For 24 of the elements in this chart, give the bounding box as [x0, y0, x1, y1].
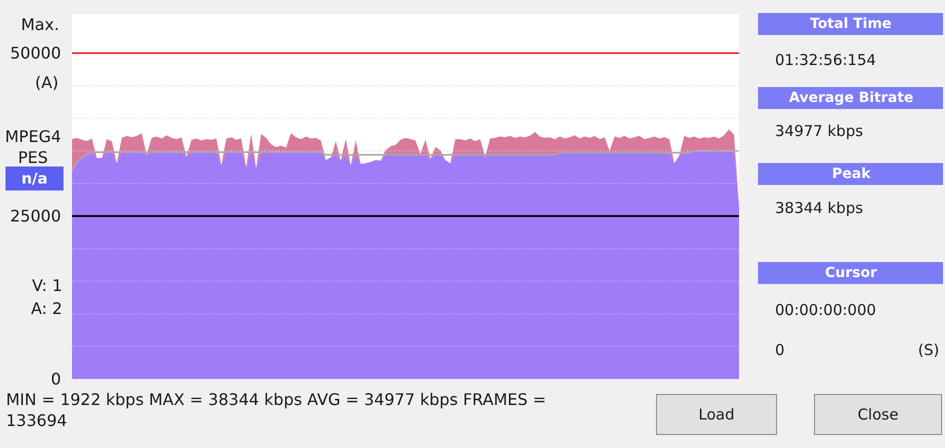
- text: Peak: [832, 166, 872, 182]
- text: MPEG4: [5, 127, 62, 146]
- text: 00:00:00:000: [775, 301, 876, 319]
- text: Cursor: [825, 265, 878, 281]
- text: MIN = 1922 kbps MAX = 38344 kbps AVG = 34977 kbps FRAMES = 133694: [6, 390, 546, 430]
- text: 34977 kbps: [775, 122, 864, 140]
- text: 01:32:56:154: [775, 51, 876, 69]
- line-series: [72, 150, 739, 172]
- text: Load: [698, 406, 734, 424]
- text: Total Time: [810, 16, 892, 32]
- y-tick-label: 25000: [10, 206, 61, 226]
- text: A: 2: [31, 299, 62, 318]
- text: (S): [918, 341, 940, 359]
- y-tick-label: 0: [50, 370, 61, 389]
- text: Close: [858, 406, 898, 424]
- text: n/a: [21, 170, 48, 188]
- ref-line-label: Max.: [21, 15, 60, 34]
- text: (A): [35, 73, 58, 92]
- text: PES: [18, 148, 48, 167]
- y-tick-label: 50000: [10, 44, 61, 63]
- text: V: 1: [32, 276, 62, 295]
- text: Average Bitrate: [789, 90, 914, 106]
- text: 38344 kbps: [775, 199, 864, 217]
- text: 0: [775, 341, 785, 359]
